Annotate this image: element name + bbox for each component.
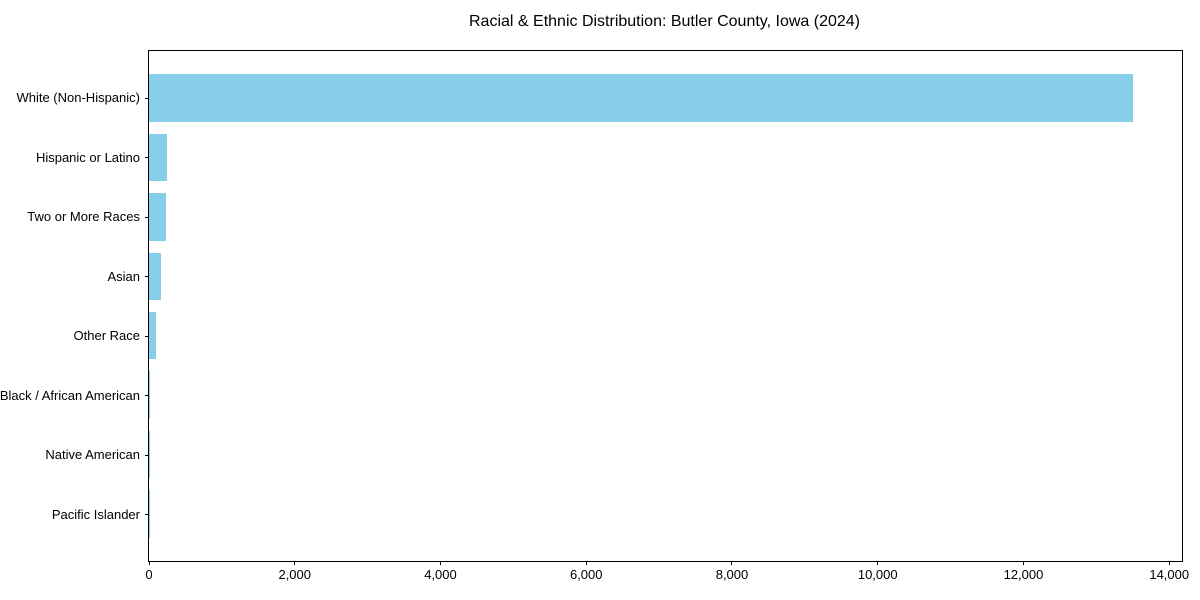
x-axis-tick-label-4: 8,000 <box>715 567 749 582</box>
bar-5 <box>149 371 151 419</box>
y-axis-label-2: Two or More Races <box>27 209 140 225</box>
y-axis-tick-5 <box>145 395 149 397</box>
bar-1 <box>149 133 167 182</box>
x-axis-tick-5 <box>877 561 879 565</box>
bar-6 <box>149 430 150 479</box>
x-axis-tick-label-0: 0 <box>145 567 153 582</box>
y-axis-label-5: Black / African American <box>0 387 140 403</box>
y-axis-label-1: Hispanic or Latino <box>35 149 140 165</box>
y-axis-tick-7 <box>145 514 149 516</box>
y-axis-label-7: Pacific Islander <box>51 506 140 522</box>
x-axis-tick-label-3: 6,000 <box>569 567 603 582</box>
y-axis-tick-3 <box>145 276 149 278</box>
x-axis-tick-label-5: 10,000 <box>857 567 898 582</box>
y-axis-label-3: Asian <box>107 268 140 284</box>
x-axis-tick-label-1: 2,000 <box>278 567 312 582</box>
y-axis-label-4: Other Race <box>73 328 140 344</box>
bar-2 <box>149 193 166 241</box>
x-axis-tick-label-7: 14,000 <box>1149 567 1190 582</box>
y-axis-tick-4 <box>145 335 149 337</box>
y-axis-tick-1 <box>145 157 149 159</box>
x-axis-tick-2 <box>439 561 441 565</box>
y-axis-tick-6 <box>145 454 149 456</box>
y-axis-tick-0 <box>145 97 149 99</box>
y-axis-label-6: Native American <box>45 447 140 463</box>
bar-0 <box>149 74 1133 122</box>
x-axis-tick-7 <box>1168 561 1170 565</box>
x-axis-tick-3 <box>585 561 587 565</box>
x-axis-tick-6 <box>1022 561 1024 565</box>
x-axis-tick-label-6: 12,000 <box>1003 567 1044 582</box>
x-axis-tick-label-2: 4,000 <box>424 567 457 582</box>
y-axis-label-0: White (Non-Hispanic) <box>16 90 140 106</box>
chart-title: Racial & Ethnic Distribution: Butler Cou… <box>469 13 860 30</box>
bar-4 <box>149 311 156 360</box>
y-axis-tick-2 <box>145 216 149 218</box>
x-axis-tick-1 <box>294 561 296 565</box>
x-axis-tick-0 <box>148 561 150 565</box>
plot-area: White (Non-Hispanic) Hispanic or Latino Tw… <box>0 50 1189 581</box>
x-axis-tick-4 <box>731 561 733 565</box>
bar-3 <box>149 252 162 301</box>
